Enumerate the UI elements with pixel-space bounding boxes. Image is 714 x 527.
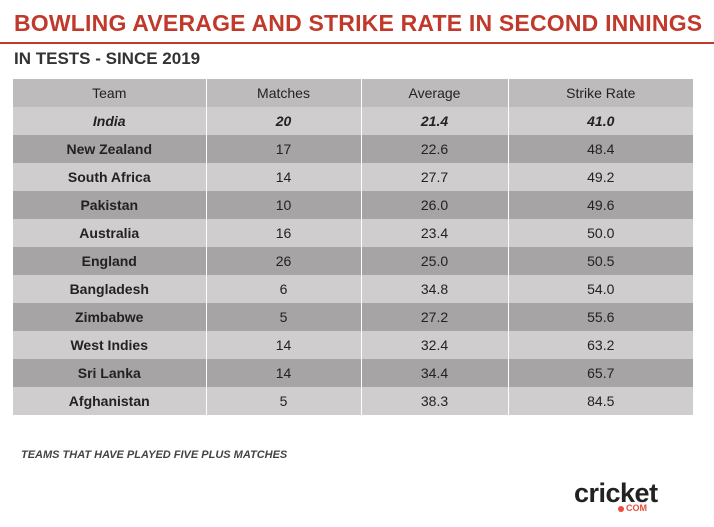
matches-cell: 16 — [206, 219, 362, 247]
team-cell: West Indies — [13, 331, 207, 359]
strike-rate-cell: 48.4 — [508, 135, 693, 163]
table-row: Afghanistan 5 38.3 84.5 — [13, 387, 693, 415]
strike-rate-cell: 50.5 — [508, 247, 693, 275]
team-cell: India — [13, 107, 207, 135]
matches-cell: 6 — [206, 275, 362, 303]
team-cell: Zimbabwe — [13, 303, 207, 331]
team-cell: Afghanistan — [13, 387, 207, 415]
average-cell: 25.0 — [361, 247, 509, 275]
matches-cell: 20 — [206, 107, 362, 135]
matches-cell: 14 — [206, 331, 362, 359]
column-header-matches: Matches — [206, 79, 362, 107]
column-header-strike-rate: Strike Rate — [508, 79, 693, 107]
matches-cell: 14 — [206, 163, 362, 191]
strike-rate-cell: 49.2 — [508, 163, 693, 191]
average-cell: 38.3 — [361, 387, 509, 415]
team-cell: Bangladesh — [13, 275, 207, 303]
strike-rate-cell: 65.7 — [508, 359, 693, 387]
strike-rate-cell: 55.6 — [508, 303, 693, 331]
table-row: Zimbabwe 5 27.2 55.6 — [13, 303, 693, 331]
table-row: South Africa 14 27.7 49.2 — [13, 163, 693, 191]
table-row: Bangladesh 6 34.8 54.0 — [13, 275, 693, 303]
team-cell: England — [13, 247, 207, 275]
column-header-average: Average — [361, 79, 509, 107]
team-cell: South Africa — [13, 163, 207, 191]
team-cell: Sri Lanka — [13, 359, 207, 387]
strike-rate-cell: 84.5 — [508, 387, 693, 415]
strike-rate-cell: 54.0 — [508, 275, 693, 303]
matches-cell: 17 — [206, 135, 362, 163]
average-cell: 22.6 — [361, 135, 509, 163]
title-divider — [0, 42, 714, 44]
logo-sub: COM — [626, 503, 647, 513]
average-cell: 34.4 — [361, 359, 509, 387]
table-row: India 20 21.4 41.0 — [13, 107, 693, 135]
table-row: Sri Lanka 14 34.4 65.7 — [13, 359, 693, 387]
strike-rate-cell: 41.0 — [508, 107, 693, 135]
average-cell: 32.4 — [361, 331, 509, 359]
team-cell: Australia — [13, 219, 207, 247]
strike-rate-cell: 63.2 — [508, 331, 693, 359]
average-cell: 27.2 — [361, 303, 509, 331]
average-cell: 26.0 — [361, 191, 509, 219]
page-subtitle: IN TESTS - SINCE 2019 — [14, 49, 201, 68]
strike-rate-cell: 50.0 — [508, 219, 693, 247]
cricket-com-logo: cricket COM — [574, 478, 694, 514]
strike-rate-cell: 49.6 — [508, 191, 693, 219]
table-row: New Zealand 17 22.6 48.4 — [13, 135, 693, 163]
table-row: Australia 16 23.4 50.0 — [13, 219, 693, 247]
logo-dot-icon — [618, 506, 624, 512]
team-cell: New Zealand — [13, 135, 207, 163]
table-row: Pakistan 10 26.0 49.6 — [13, 191, 693, 219]
matches-cell: 10 — [206, 191, 362, 219]
average-cell: 34.8 — [361, 275, 509, 303]
average-cell: 27.7 — [361, 163, 509, 191]
table-row: West Indies 14 32.4 63.2 — [13, 331, 693, 359]
average-cell: 23.4 — [361, 219, 509, 247]
average-cell: 21.4 — [361, 107, 509, 135]
column-header-team: Team — [13, 79, 207, 107]
team-cell: Pakistan — [13, 191, 207, 219]
matches-cell: 5 — [206, 303, 362, 331]
footnote: TEAMS THAT HAVE PLAYED FIVE PLUS MATCHES — [21, 449, 288, 461]
stats-table: Team Matches Average Strike Rate India 2… — [13, 79, 693, 415]
matches-cell: 26 — [206, 247, 362, 275]
page-title: BOWLING AVERAGE AND STRIKE RATE IN SECON… — [14, 10, 703, 36]
matches-cell: 14 — [206, 359, 362, 387]
matches-cell: 5 — [206, 387, 362, 415]
table-row: England 26 25.0 50.5 — [13, 247, 693, 275]
table-header-row: Team Matches Average Strike Rate — [13, 79, 693, 107]
logo-wordmark: cricket — [574, 478, 658, 508]
